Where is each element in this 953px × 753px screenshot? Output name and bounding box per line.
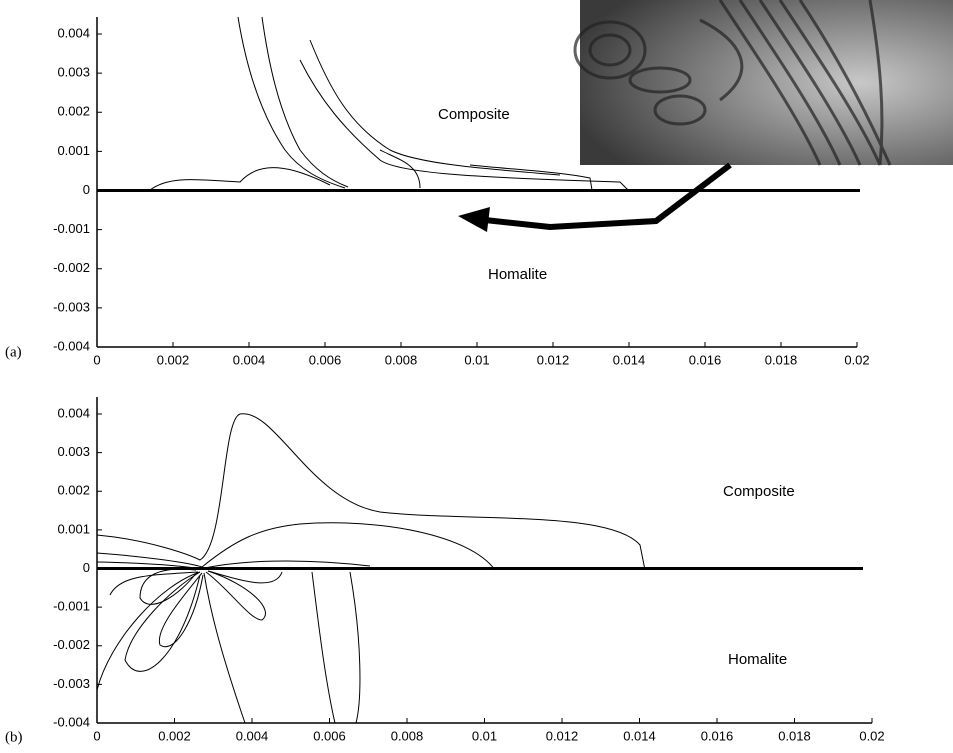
x-tick-label: 0.014 — [623, 728, 656, 743]
x-tick-label: 0.006 — [309, 352, 342, 367]
y-tick-label: 0 — [83, 560, 90, 575]
x-tick-label: 0.01 — [464, 352, 489, 367]
y-tick-label: -0.001 — [53, 221, 90, 236]
x-tick-label: 0 — [93, 352, 100, 367]
x-tick-label: 0.018 — [765, 352, 798, 367]
x-tick-label: 0.004 — [233, 352, 266, 367]
x-tick-label: 0.002 — [157, 352, 190, 367]
contour-lines — [96, 413, 646, 724]
y-tick-label: -0.001 — [53, 599, 90, 614]
x-tick-label: 0.012 — [537, 352, 570, 367]
panel-label: (b) — [5, 729, 23, 745]
y-tick-label: 0.004 — [57, 405, 90, 420]
x-tick-label: 0.016 — [689, 352, 722, 367]
x-tick-label: 0.02 — [844, 352, 869, 367]
y-tick-label: 0.003 — [57, 444, 90, 459]
fringe-photo — [573, 0, 953, 166]
x-tick-label: 0 — [93, 728, 100, 743]
region-label: Homalite — [728, 651, 787, 668]
y-tick-label: -0.002 — [53, 260, 90, 275]
region-label: Homalite — [488, 266, 547, 283]
y-tick-label: 0.004 — [57, 25, 90, 40]
x-tick-label: 0.02 — [859, 728, 884, 743]
y-tick-label: -0.002 — [53, 637, 90, 652]
y-tick-label: -0.003 — [53, 676, 90, 691]
x-tick-label: 0.004 — [236, 728, 269, 743]
region-label: Composite — [438, 106, 510, 123]
x-tick-label: 0.01 — [472, 728, 497, 743]
arrow — [458, 162, 732, 232]
y-tick-label: -0.004 — [53, 714, 90, 729]
panel-label: (a) — [5, 344, 22, 360]
y-tick-label: 0.002 — [57, 483, 90, 498]
x-tick-label: 0.008 — [385, 352, 418, 367]
x-tick-label: 0.016 — [701, 728, 734, 743]
y-tick-label: 0 — [83, 182, 90, 197]
y-tick-label: -0.003 — [53, 299, 90, 314]
region-label: Composite — [723, 483, 795, 500]
x-tick-label: 0.018 — [778, 728, 811, 743]
x-tick-label: 0.002 — [158, 728, 191, 743]
y-tick-label: -0.004 — [53, 338, 90, 353]
contour-lines — [149, 16, 629, 191]
x-tick-label: 0.008 — [391, 728, 424, 743]
x-tick-label: 0.014 — [613, 352, 646, 367]
x-tick-label: 0.006 — [313, 728, 346, 743]
y-tick-label: 0.001 — [57, 521, 90, 536]
x-tick-label: 0.012 — [546, 728, 579, 743]
y-tick-label: 0.002 — [57, 104, 90, 119]
y-tick-label: 0.001 — [57, 143, 90, 158]
y-tick-label: 0.003 — [57, 65, 90, 80]
